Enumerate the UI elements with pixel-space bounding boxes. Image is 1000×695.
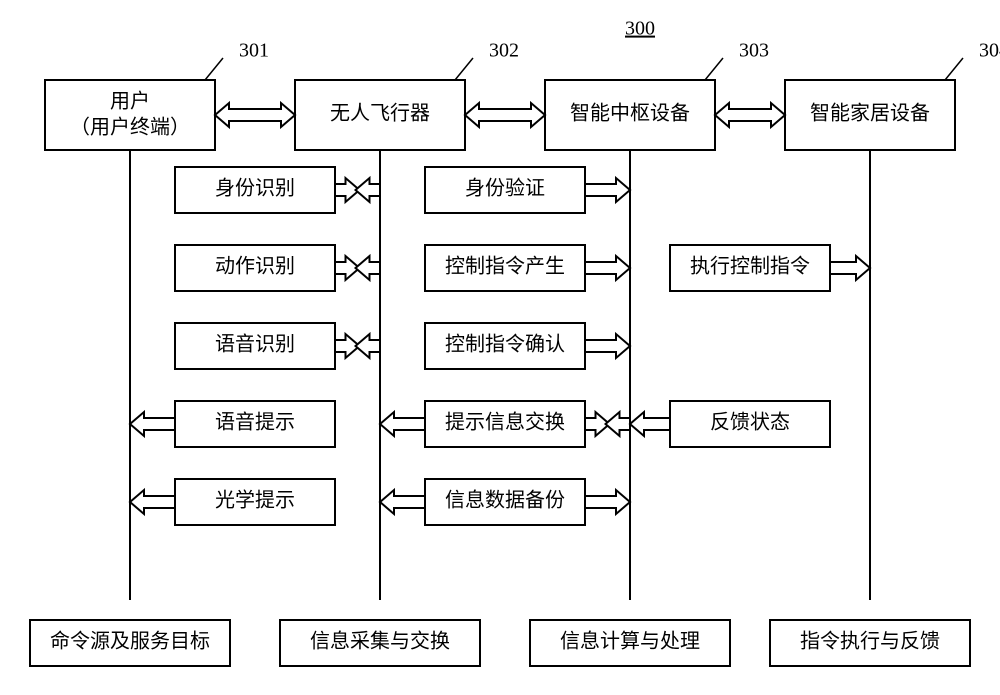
row-label: 执行控制指令 bbox=[690, 255, 810, 278]
figure-id: 300 bbox=[625, 18, 655, 40]
row1-a23-l bbox=[356, 256, 381, 280]
row-label: 语音识别 bbox=[215, 333, 295, 356]
row-label: 反馈状态 bbox=[710, 411, 790, 434]
top-link-1 bbox=[465, 103, 545, 127]
row4-a3r bbox=[585, 490, 630, 514]
row3-a12 bbox=[130, 412, 175, 436]
row2-a3r bbox=[585, 334, 630, 358]
row3-a4l bbox=[630, 412, 670, 436]
leader-line bbox=[705, 58, 723, 80]
row-label: 光学提示 bbox=[215, 489, 295, 512]
leader-line bbox=[205, 58, 223, 80]
row-label: 控制指令产生 bbox=[445, 255, 565, 278]
box-id-label: 302 bbox=[489, 40, 519, 62]
row0-a3r bbox=[585, 178, 630, 202]
box-id-label: 303 bbox=[739, 40, 769, 62]
bottom-label: 指令执行与反馈 bbox=[800, 630, 940, 653]
row-label: 提示信息交换 bbox=[445, 411, 565, 434]
row0-a23-l bbox=[356, 178, 381, 202]
row3-a34-l bbox=[606, 412, 631, 436]
row4-a23r bbox=[380, 490, 425, 514]
top-box-label: 用户 bbox=[110, 90, 150, 113]
row-label: 语音提示 bbox=[215, 411, 295, 434]
top-link-2 bbox=[715, 103, 785, 127]
row3-a23r bbox=[380, 412, 425, 436]
bottom-label: 信息计算与处理 bbox=[560, 630, 700, 653]
top-box-label: 智能家居设备 bbox=[810, 102, 930, 125]
row1-a4r bbox=[830, 256, 870, 280]
top-box-label: 无人飞行器 bbox=[330, 102, 430, 125]
top-link-0 bbox=[215, 103, 295, 127]
top-box-label2: （用户终端） bbox=[70, 116, 190, 139]
system-flow-diagram: 300 用户 （用户终端） 301 无人飞行器 302 智能中枢设备 303 智能家居设备 304… bbox=[0, 0, 1000, 695]
row2-a23-l bbox=[356, 334, 381, 358]
row-label: 身份识别 bbox=[215, 177, 295, 200]
top-box-label: 智能中枢设备 bbox=[570, 102, 690, 125]
row1-a3r bbox=[585, 256, 630, 280]
row-label: 动作识别 bbox=[215, 255, 295, 278]
row4-a12 bbox=[130, 490, 175, 514]
box-id-label: 304 bbox=[979, 40, 1000, 62]
box-id-label: 301 bbox=[239, 40, 269, 62]
row-label: 身份验证 bbox=[465, 177, 545, 200]
bottom-label: 命令源及服务目标 bbox=[50, 630, 210, 653]
row-label: 信息数据备份 bbox=[445, 489, 565, 512]
row-label: 控制指令确认 bbox=[445, 333, 565, 356]
leader-line bbox=[455, 58, 473, 80]
leader-line bbox=[945, 58, 963, 80]
bottom-label: 信息采集与交换 bbox=[310, 630, 450, 653]
